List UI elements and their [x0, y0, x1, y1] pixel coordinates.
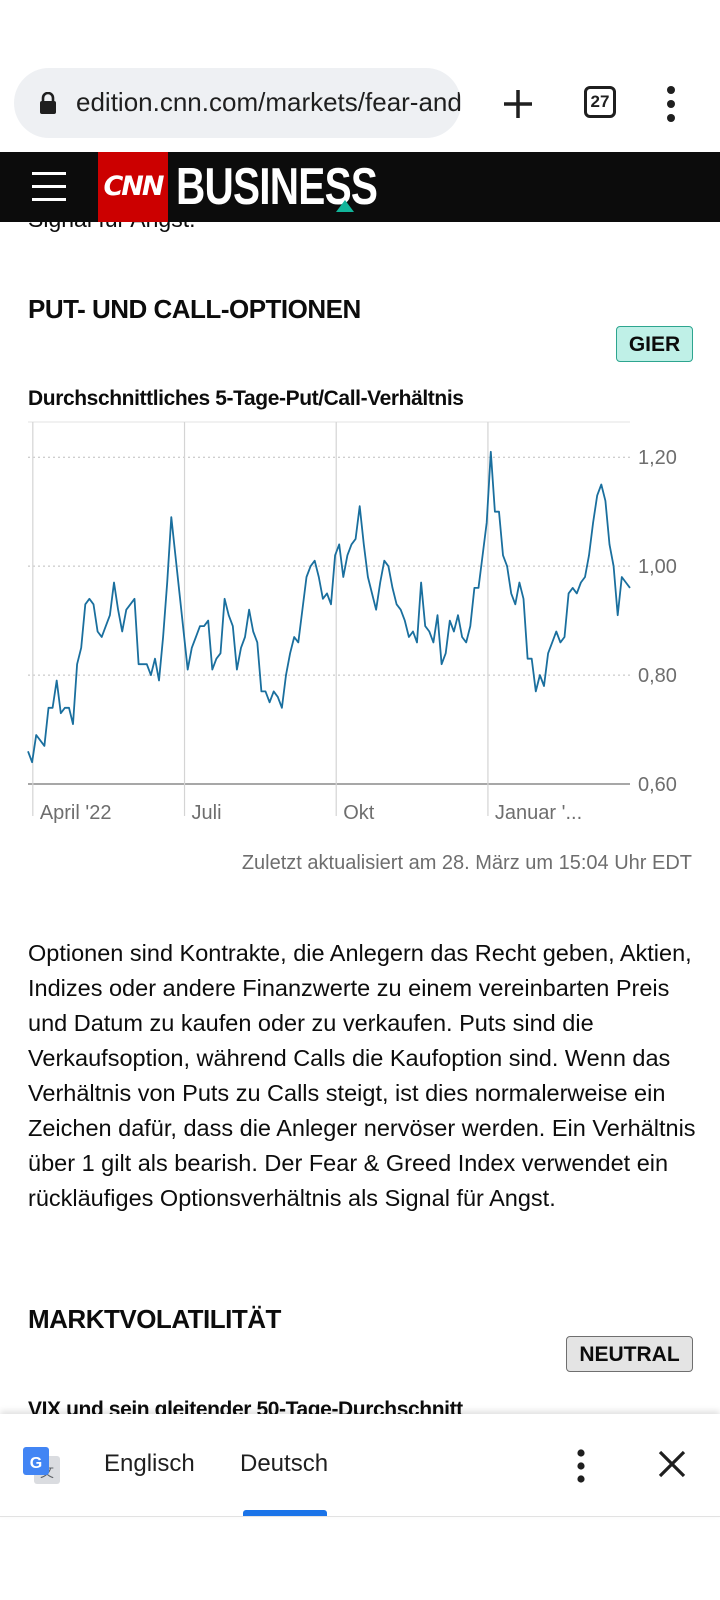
selected-language-indicator	[243, 1510, 327, 1516]
section-title-put-call: PUT- UND CALL-OPTIONEN	[28, 294, 361, 324]
cnn-business-header: CNN BUSINESS	[0, 152, 720, 222]
last-updated-text: Zuletzt aktualisiert am 28. März um 15:0…	[241, 852, 692, 874]
options-explanation-paragraph: Optionen sind Kontrakte, die Anlegern da…	[28, 940, 696, 1211]
browser-toolbar: edition.cnn.com/markets/fear-and-greed 2…	[0, 56, 720, 153]
y-tick-label: 1,20	[638, 447, 677, 469]
business-accent-triangle	[336, 200, 354, 212]
y-tick-label: 0,80	[638, 665, 677, 687]
x-tick-label: Juli	[192, 802, 222, 824]
cnn-logo[interactable]: CNN	[98, 152, 168, 222]
svg-text:G: G	[30, 1455, 42, 1472]
url-text[interactable]: edition.cnn.com/markets/fear-and-greed	[76, 87, 461, 117]
x-tick-label: Okt	[343, 802, 375, 824]
google-translate-icon[interactable]: 文 G	[22, 1446, 62, 1486]
lock-icon[interactable]	[38, 92, 58, 114]
close-icon[interactable]	[654, 1446, 690, 1482]
series-line	[27, 450, 631, 764]
y-tick-label: 0,60	[638, 774, 677, 796]
status-bar	[0, 0, 720, 56]
status-badge-neutral: NEUTRAL	[566, 1336, 693, 1372]
language-tab-english[interactable]: Englisch	[104, 1450, 195, 1477]
hamburger-menu-icon[interactable]	[32, 172, 66, 202]
x-tick-label: Januar '...	[495, 802, 582, 824]
translate-bar: 文 G Englisch Deutsch	[0, 1414, 720, 1517]
status-badge-greed: GIER	[616, 326, 693, 362]
y-tick-label: 1,00	[638, 556, 677, 578]
put-call-ratio-chart: 1,20 1,00 0,80 0,60 April '22 Juli Okt Januar '…	[27, 421, 677, 824]
chart-title: Durchschnittliches 5-Tage-Put/Call-Verhä…	[28, 387, 464, 410]
translate-options-icon[interactable]	[566, 1444, 596, 1488]
language-tab-german[interactable]: Deutsch	[240, 1450, 329, 1477]
address-bar[interactable]: edition.cnn.com/markets/fear-and-greed	[14, 68, 461, 138]
x-tick-label: April '22	[40, 802, 112, 824]
section-title-volatility: MARKTVOLATILITÄT	[28, 1304, 281, 1334]
tab-switcher-button[interactable]: 27	[584, 86, 616, 118]
new-tab-button[interactable]	[496, 82, 540, 126]
overflow-menu-icon[interactable]	[656, 80, 686, 128]
